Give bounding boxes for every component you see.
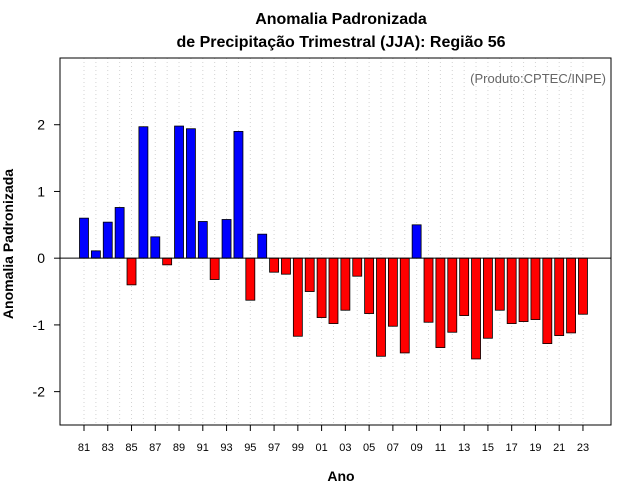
bar-1989 bbox=[174, 125, 184, 259]
x-tick-label: 21 bbox=[553, 442, 565, 454]
bar-1984 bbox=[114, 207, 125, 259]
bar-2013 bbox=[459, 257, 470, 316]
x-tick-label: 87 bbox=[149, 442, 161, 454]
bar-1992 bbox=[209, 257, 220, 280]
bar-1987 bbox=[150, 236, 161, 259]
x-tick-label: 97 bbox=[268, 442, 280, 454]
chart-title: Anomalia Padronizada bbox=[255, 11, 427, 28]
bar-2010 bbox=[423, 257, 434, 323]
plot-frame bbox=[59, 57, 612, 426]
bar-2018 bbox=[518, 257, 529, 322]
bar-1988 bbox=[162, 257, 173, 266]
bar-2002 bbox=[328, 257, 339, 324]
bar-2009 bbox=[411, 224, 422, 259]
x-tick-label: 05 bbox=[363, 442, 375, 454]
bar-1998 bbox=[281, 257, 291, 275]
bar-2006 bbox=[376, 257, 386, 357]
x-tick-label: 09 bbox=[411, 442, 423, 454]
bar-2005 bbox=[364, 257, 375, 314]
bar-2004 bbox=[352, 257, 363, 277]
x-tick-label: 11 bbox=[435, 442, 446, 454]
x-tick-label: 91 bbox=[197, 442, 209, 454]
bar-1983 bbox=[102, 221, 113, 259]
x-axis: 81 83 85 87 89 91 93 95 97 99 01 03 05 07 09 11 13 15 17 19… bbox=[78, 425, 589, 454]
y-axis: -2 -1 0 1 2 bbox=[33, 117, 60, 400]
bar-1985 bbox=[126, 257, 137, 286]
bar-2003 bbox=[340, 257, 351, 311]
bar-1994 bbox=[233, 130, 244, 259]
bar-2020 bbox=[542, 257, 553, 344]
y-tick-label: 2 bbox=[37, 117, 45, 133]
x-tick-label: 85 bbox=[125, 442, 137, 454]
bar-1997 bbox=[269, 257, 279, 273]
credit-text: (Produto:CPTEC/INPE) bbox=[470, 71, 606, 86]
bar-2019 bbox=[530, 257, 541, 320]
x-tick-label: 19 bbox=[529, 442, 541, 454]
y-tick-label: -1 bbox=[33, 317, 46, 333]
x-tick-label: 89 bbox=[173, 442, 185, 454]
x-tick-label: 13 bbox=[458, 442, 470, 454]
bar-2001 bbox=[316, 257, 327, 318]
bar-1982 bbox=[90, 250, 101, 259]
bar-1995 bbox=[245, 257, 256, 301]
x-tick-label: 95 bbox=[244, 442, 256, 454]
bar-1981 bbox=[79, 217, 89, 259]
bar-2023 bbox=[578, 257, 588, 315]
bar-2021 bbox=[554, 257, 565, 336]
bar-2008 bbox=[399, 257, 410, 354]
x-axis-title: Ano bbox=[327, 468, 354, 484]
x-tick-label: 01 bbox=[315, 442, 327, 454]
x-tick-label: 81 bbox=[78, 442, 90, 454]
y-tick-label: 0 bbox=[37, 250, 45, 266]
bar-1996 bbox=[257, 233, 268, 259]
chart-subtitle: de Precipitação Trimestral (JJA): Região… bbox=[176, 34, 505, 51]
bar-1999 bbox=[292, 257, 303, 337]
y-axis-title: Anomalia Padronizada bbox=[0, 169, 16, 319]
x-tick-label: 83 bbox=[102, 442, 114, 454]
y-tick-label: 1 bbox=[37, 183, 45, 199]
bar-2016 bbox=[494, 257, 505, 311]
x-tick-label: 15 bbox=[482, 442, 494, 454]
bar-2011 bbox=[435, 257, 446, 348]
bar-2000 bbox=[304, 257, 315, 292]
x-tick-label: 99 bbox=[292, 442, 304, 454]
x-tick-label: 03 bbox=[339, 442, 351, 454]
bar-2015 bbox=[483, 257, 493, 339]
bar-1991 bbox=[197, 221, 208, 259]
bar-2007 bbox=[387, 257, 398, 327]
bar-2014 bbox=[471, 257, 481, 360]
x-tick-label: 93 bbox=[220, 442, 232, 454]
bar-2022 bbox=[566, 257, 576, 334]
bar-1993 bbox=[221, 219, 232, 259]
bar-1986 bbox=[138, 126, 149, 259]
bar-2017 bbox=[506, 257, 517, 324]
bar-1990 bbox=[186, 128, 196, 259]
x-tick-label: 23 bbox=[577, 442, 589, 454]
bar-2012 bbox=[447, 257, 458, 333]
y-tick-label: -2 bbox=[33, 384, 46, 400]
x-tick-label: 07 bbox=[387, 442, 399, 454]
x-tick-label: 17 bbox=[506, 442, 518, 454]
bars bbox=[79, 125, 588, 360]
